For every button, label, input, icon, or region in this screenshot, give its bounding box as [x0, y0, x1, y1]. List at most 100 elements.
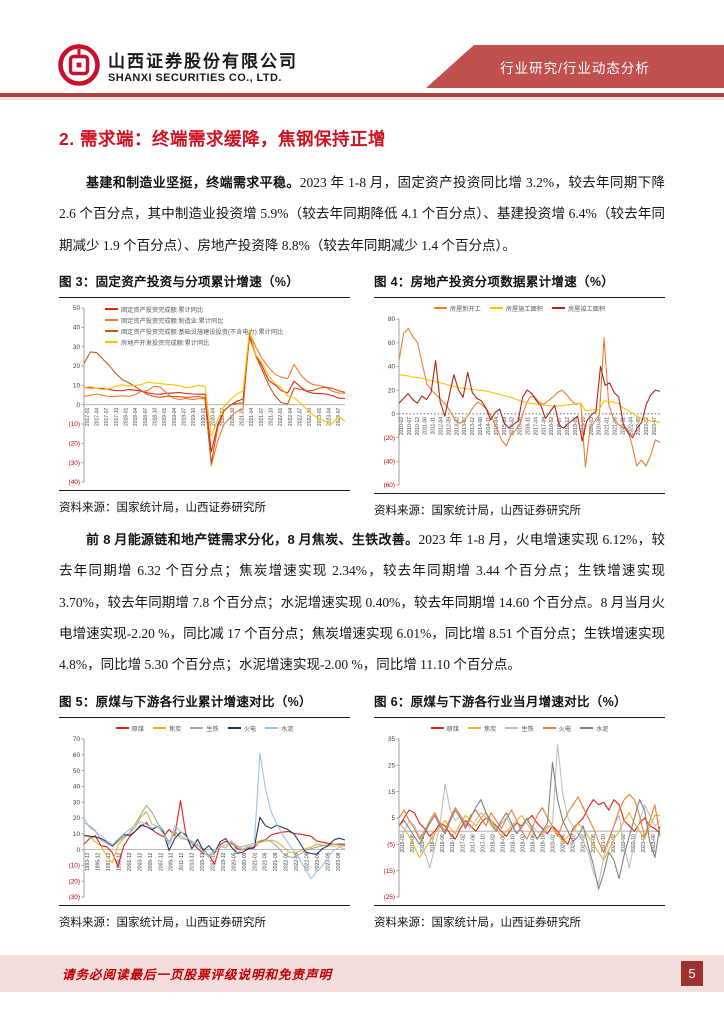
- svg-text:2023-02: 2023-02: [641, 833, 647, 852]
- svg-text:2018-06: 2018-06: [500, 833, 506, 852]
- figure-3-legend: 固定资产投资完成额:累计同比 固定资产投资完成额:制造业:累计同比 固定资产投资完成…: [105, 305, 283, 347]
- svg-text:0: 0: [76, 402, 80, 409]
- svg-text:2021-04: 2021-04: [249, 407, 255, 426]
- svg-text:2020-10: 2020-10: [571, 833, 577, 852]
- figure-row-2: 图 5：原煤与下游各行业累计增速对比（%） 原煤 焦炭 生铁 火电 水泥 70 60 50 4…: [59, 691, 665, 930]
- legend-label: 房地产开发投资完成额:累计同比: [121, 339, 210, 347]
- legend-color-dash: [489, 307, 503, 310]
- svg-text:2015-12: 2015-12: [200, 852, 206, 871]
- svg-text:(5): (5): [387, 841, 395, 848]
- svg-text:2016-06: 2016-06: [440, 833, 446, 852]
- figure-5-caption: 图 5：原煤与下游各行业累计增速对比（%）: [59, 694, 312, 709]
- svg-text:2021-06: 2021-06: [613, 417, 619, 436]
- figure-6-chart-area: 原煤 焦炭 生铁 火电 水泥 35 25 15 5 (5) (15) (25) 2015-02 2015…: [374, 721, 665, 903]
- legend-color-dash: [105, 330, 118, 333]
- legend-color-dash: [467, 727, 481, 729]
- legend-color-dash: [115, 727, 129, 729]
- report-type-banner: 行业研究/行业动态分析: [426, 45, 724, 88]
- figure-5-chart-area: 原煤 焦炭 生铁 火电 水泥 70 60 50 40 30 20 10 0 (10) (20) (30) 19…: [59, 721, 350, 903]
- svg-text:(40): (40): [384, 458, 395, 465]
- svg-text:2023-04: 2023-04: [327, 407, 333, 426]
- svg-text:2019-10: 2019-10: [191, 407, 197, 426]
- legend-label: 房屋施工面积: [505, 305, 543, 313]
- company-name-en: SHANXI SECURITIES CO., LTD.: [108, 71, 282, 84]
- legend-color-dash: [227, 727, 241, 729]
- svg-text:2016-11: 2016-11: [526, 417, 532, 435]
- svg-text:2020-09: 2020-09: [242, 852, 248, 871]
- svg-text:2016-02: 2016-02: [430, 833, 436, 852]
- legend-item: 生铁: [505, 724, 534, 733]
- svg-text:(15): (15): [384, 867, 395, 874]
- svg-text:2019-06: 2019-06: [531, 833, 537, 852]
- legend-label: 房屋新开工: [449, 305, 481, 313]
- legend-item: 固定资产投资完成额:基础设施建设投资(不含电力):累计同比: [105, 327, 283, 336]
- svg-text:2019-04: 2019-04: [172, 407, 178, 426]
- svg-text:2015-10: 2015-10: [420, 833, 426, 852]
- svg-text:15: 15: [388, 788, 396, 795]
- svg-text:2017-04: 2017-04: [533, 417, 539, 436]
- legend-item: 房地产开发投资完成额:累计同比: [105, 338, 209, 347]
- legend-color-dash: [580, 727, 594, 729]
- svg-text:40: 40: [73, 783, 81, 790]
- figure-4-chart-area: 房屋新开工 房屋施工面积 房屋竣工面积 80 60 40 20 0 (20) (40) (60) 2…: [374, 301, 665, 491]
- svg-text:1997-12: 1997-12: [106, 852, 112, 871]
- svg-text:2018-07: 2018-07: [143, 407, 149, 426]
- svg-text:40: 40: [73, 324, 81, 331]
- svg-text:2017-01: 2017-01: [85, 407, 91, 426]
- footer-disclaimer: 请务必阅读最后一页股票评级说明和免责声明: [62, 968, 333, 982]
- legend-label: 火电: [243, 725, 257, 733]
- svg-text:20: 20: [73, 815, 81, 822]
- svg-text:(30): (30): [69, 460, 80, 467]
- legend-color-dash: [152, 727, 166, 729]
- svg-text:2019-07: 2019-07: [182, 407, 188, 426]
- legend-label: 固定资产投资完成额:基础设施建设投资(不含电力):累计同比: [121, 328, 284, 336]
- figure-6-legend: 原煤 焦炭 生铁 火电 水泥: [374, 722, 665, 733]
- svg-text:2023-06: 2023-06: [651, 833, 657, 852]
- svg-text:(60): (60): [384, 482, 395, 489]
- svg-text:10: 10: [73, 382, 81, 389]
- figure-4-source: 资料来源：国家统计局，山西证券研究所: [374, 504, 581, 517]
- paragraph-1: 基建和制造业坚挺，终端需求平稳。2023 年 1-8 月，固定资产投资同比增 3…: [59, 167, 665, 261]
- svg-text:2014-11: 2014-11: [486, 417, 492, 435]
- legend-item: 原煤: [115, 724, 144, 733]
- svg-text:2023-08: 2023-08: [336, 852, 342, 871]
- svg-text:2012-04: 2012-04: [439, 417, 445, 436]
- svg-text:2019-02: 2019-02: [521, 833, 527, 852]
- legend-item: 固定资产投资完成额:制造业:累计同比: [105, 316, 223, 325]
- svg-text:10: 10: [73, 831, 81, 838]
- svg-text:2020-10: 2020-10: [230, 407, 236, 426]
- svg-text:2011-12: 2011-12: [179, 852, 185, 870]
- paragraph-2-rest: 2023 年 1-8 月，火电增速实现 6.12%，较去年同期增 6.32 个百…: [59, 531, 665, 673]
- svg-text:2018-02: 2018-02: [490, 833, 496, 852]
- legend-item: 水泥: [265, 724, 293, 733]
- figure-3: 图 3：固定资产投资与分项累计增速（%） 固定资产投资完成额:累计同比 固定资产投…: [59, 271, 350, 518]
- legend-label: 水泥: [596, 725, 609, 733]
- svg-text:(10): (10): [69, 862, 80, 869]
- svg-text:2015-02: 2015-02: [400, 833, 406, 852]
- svg-text:(20): (20): [384, 435, 395, 442]
- legend-color-dash: [542, 727, 556, 729]
- figure-6-source-rule: [374, 904, 665, 906]
- svg-text:2013-12: 2013-12: [190, 852, 196, 871]
- svg-text:2018-01: 2018-01: [124, 407, 130, 426]
- svg-text:2023-02: 2023-02: [644, 417, 650, 436]
- svg-text:2020-07: 2020-07: [220, 407, 226, 426]
- svg-text:70: 70: [73, 736, 81, 743]
- figure-6-caption-rule: [374, 716, 665, 718]
- svg-text:0: 0: [391, 411, 395, 418]
- figure-5-source: 资料来源：国家统计局，山西证券研究所: [59, 916, 266, 929]
- svg-text:(20): (20): [69, 440, 80, 447]
- svg-text:2013-12: 2013-12: [470, 417, 476, 436]
- company-logo-icon: [58, 44, 100, 86]
- svg-text:2019-05: 2019-05: [573, 417, 579, 436]
- figure-4-legend: 房屋新开工 房屋施工面积 房屋竣工面积: [374, 302, 665, 313]
- figure-5-legend: 原煤 焦炭 生铁 火电 水泥: [59, 722, 350, 733]
- svg-text:2020-05: 2020-05: [231, 852, 237, 871]
- paragraph-2: 前 8 月能源链和地产链需求分化，8 月焦炭、生铁改善。2023 年 1-8 月…: [59, 524, 665, 681]
- svg-text:2012-09: 2012-09: [446, 417, 452, 436]
- svg-text:50: 50: [73, 767, 81, 774]
- svg-text:2013-02: 2013-02: [454, 417, 460, 436]
- svg-text:2017-06: 2017-06: [470, 833, 476, 852]
- svg-text:2022-09: 2022-09: [305, 852, 311, 871]
